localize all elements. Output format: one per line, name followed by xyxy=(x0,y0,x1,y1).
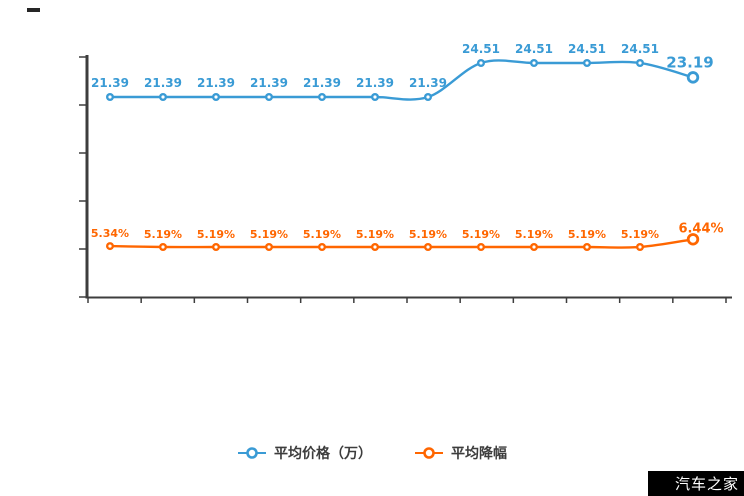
data-point-marker-center xyxy=(638,245,642,249)
data-point-marker-center xyxy=(479,61,483,65)
data-point-marker-center xyxy=(320,245,324,249)
data-point-marker-center xyxy=(320,95,324,99)
data-point-marker[interactable] xyxy=(686,233,700,246)
data-point-label: 21.39 xyxy=(197,76,235,90)
data-point-marker-center xyxy=(585,61,589,65)
data-point-label: 24.51 xyxy=(515,42,553,56)
data-point-label: 5.19% xyxy=(462,228,500,241)
data-point-marker-center xyxy=(532,245,536,249)
data-point-marker-center xyxy=(638,61,642,65)
data-point-label: 5.19% xyxy=(356,228,394,241)
data-point-label: 21.39 xyxy=(250,76,288,90)
data-point-marker-center xyxy=(108,244,112,248)
data-point-label: 21.39 xyxy=(144,76,182,90)
data-point-marker-center xyxy=(426,95,430,99)
series-layer xyxy=(106,58,700,251)
legend-label-avg-price: 平均价格（万） xyxy=(274,446,372,462)
data-point-label: 23.19 xyxy=(666,53,713,71)
data-point-marker-center xyxy=(214,95,218,99)
data-point-label: 5.19% xyxy=(568,228,606,241)
data-point-label: 5.19% xyxy=(250,228,288,241)
data-point-marker-center xyxy=(479,245,483,249)
line-chart: 21.39 21.39 21.39 21.39 21.39 21.39 21.39 24.51… xyxy=(79,42,732,303)
data-point-marker-center xyxy=(373,95,377,99)
data-point-label: 21.39 xyxy=(356,76,394,90)
data-point-label: 21.39 xyxy=(303,76,341,90)
data-point-marker-center xyxy=(267,245,271,249)
data-point-marker-center xyxy=(161,95,165,99)
watermark-autohome: 汽车之家 xyxy=(648,471,744,496)
data-point-marker-center xyxy=(267,95,271,99)
data-point-label: 5.19% xyxy=(303,228,341,241)
data-point-label: 5.19% xyxy=(144,228,182,241)
data-labels-layer: 21.39 21.39 21.39 21.39 21.39 21.39 21.39 24.51… xyxy=(91,42,724,241)
top-left-dash xyxy=(27,8,40,12)
watermark-text: 汽车之家 xyxy=(674,475,739,493)
data-point-marker-center xyxy=(426,245,430,249)
data-point-label: 24.51 xyxy=(568,42,606,56)
data-point-marker-center xyxy=(585,245,589,249)
legend: 平均价格（万） 平均降幅 xyxy=(0,441,744,465)
axes xyxy=(79,55,732,303)
orange-line-marker-icon xyxy=(414,446,444,460)
data-point-label: 5.19% xyxy=(197,228,235,241)
legend-label-avg-discount: 平均降幅 xyxy=(451,446,507,462)
data-point-marker-center xyxy=(532,61,536,65)
data-point-marker-center xyxy=(108,95,112,99)
data-point-marker[interactable] xyxy=(686,71,700,84)
data-point-label: 5.19% xyxy=(621,228,659,241)
blue-line-marker-icon xyxy=(237,446,267,460)
data-point-label: 21.39 xyxy=(91,76,129,90)
data-point-label: 6.44% xyxy=(678,221,723,236)
data-point-marker-center xyxy=(161,245,165,249)
data-point-label: 5.19% xyxy=(409,228,447,241)
data-point-label: 5.19% xyxy=(515,228,553,241)
data-point-label: 24.51 xyxy=(621,42,659,56)
data-point-marker-center xyxy=(214,245,218,249)
data-point-label: 5.34% xyxy=(91,227,129,240)
legend-item-avg-price[interactable]: 平均价格（万） xyxy=(237,443,372,463)
series-line xyxy=(108,238,695,249)
data-point-label: 24.51 xyxy=(462,42,500,56)
legend-item-avg-discount[interactable]: 平均降幅 xyxy=(414,443,507,463)
data-point-marker-center xyxy=(373,245,377,249)
data-point-label: 21.39 xyxy=(409,76,447,90)
